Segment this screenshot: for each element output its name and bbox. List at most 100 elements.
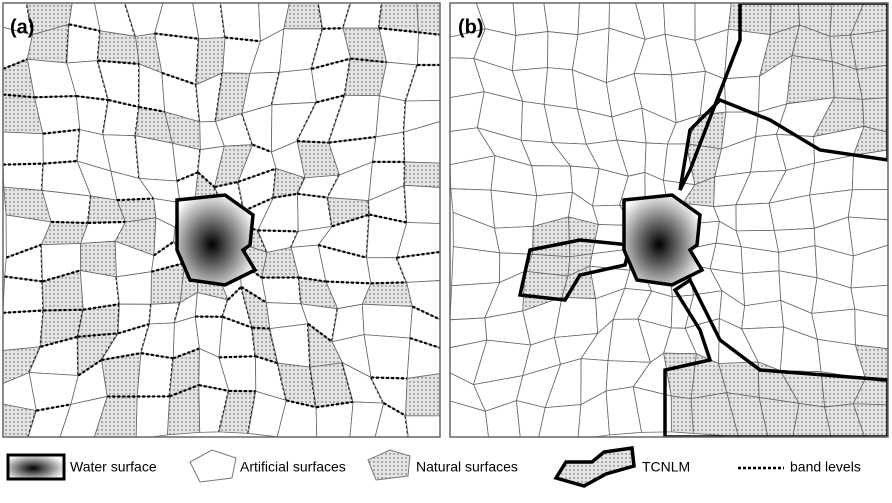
artificial-cell bbox=[847, 216, 888, 257]
band-level bbox=[311, 57, 351, 71]
legend: Water surface Artificial surfaces Natura… bbox=[6, 446, 861, 488]
artificial-cell bbox=[709, 242, 744, 274]
natural-cell bbox=[726, 392, 769, 437]
natural-cell bbox=[849, 3, 888, 36]
band-level bbox=[315, 400, 354, 409]
band-level bbox=[154, 32, 199, 40]
legend-natural-swatch bbox=[367, 449, 411, 481]
legend-label: band levels bbox=[790, 459, 861, 475]
artificial-cell bbox=[406, 280, 440, 320]
artificial-cell bbox=[363, 334, 411, 379]
band-level bbox=[42, 128, 80, 135]
artificial-cell bbox=[59, 395, 108, 437]
artificial-cell bbox=[742, 270, 782, 307]
band-level bbox=[297, 140, 329, 144]
band-level bbox=[325, 280, 371, 285]
band-level bbox=[273, 192, 298, 199]
band-level bbox=[51, 220, 89, 225]
band-level bbox=[331, 213, 370, 228]
band-level bbox=[42, 269, 81, 283]
band-level bbox=[257, 229, 299, 233]
natural-cell bbox=[416, 3, 440, 36]
natural-cell bbox=[856, 64, 888, 100]
band-level bbox=[255, 355, 279, 365]
artificial-cell bbox=[850, 284, 888, 317]
artificial-cell bbox=[406, 337, 440, 379]
band-level bbox=[88, 220, 126, 225]
band-level bbox=[418, 31, 440, 36]
legend-label: Artificial surfaces bbox=[240, 459, 346, 475]
artificial-cell bbox=[136, 352, 174, 397]
artificial-cell bbox=[404, 184, 440, 224]
artificial-cell bbox=[271, 68, 317, 106]
legend-tcnlm-swatch bbox=[553, 446, 636, 488]
artificial-cell bbox=[451, 246, 501, 287]
band-level bbox=[161, 71, 197, 86]
band-level bbox=[237, 167, 277, 183]
panel-b-mesh bbox=[450, 3, 888, 437]
natural-cell bbox=[727, 3, 772, 36]
natural-cell bbox=[405, 373, 440, 417]
artificial-cell bbox=[315, 401, 354, 437]
band-level bbox=[218, 355, 256, 359]
band-level bbox=[116, 197, 154, 202]
artificial-cell bbox=[515, 400, 546, 437]
tcnlm-outline bbox=[678, 3, 888, 191]
natural-cell bbox=[852, 403, 888, 437]
band-level bbox=[5, 243, 42, 259]
band-level bbox=[286, 399, 317, 409]
natural-cell bbox=[97, 30, 140, 65]
band-level bbox=[371, 376, 408, 380]
artificial-cell bbox=[416, 31, 440, 66]
artificial-cell bbox=[484, 400, 521, 437]
water-surface bbox=[622, 193, 705, 287]
artificial-cell bbox=[361, 303, 413, 339]
artificial-cell bbox=[261, 277, 302, 305]
band-level bbox=[83, 303, 120, 311]
legend-label: Natural surfaces bbox=[416, 459, 518, 475]
artificial-cell bbox=[27, 403, 72, 437]
natural-cell bbox=[94, 396, 138, 437]
band-level bbox=[252, 326, 270, 330]
panel-a-frame bbox=[2, 2, 441, 438]
band-level bbox=[197, 171, 216, 188]
band-level bbox=[3, 93, 35, 99]
artificial-cell bbox=[116, 271, 152, 305]
band-level bbox=[97, 59, 140, 66]
artificial-cell bbox=[3, 131, 44, 166]
band-level bbox=[369, 213, 407, 224]
band-level bbox=[68, 23, 101, 32]
artificial-cell bbox=[531, 165, 573, 197]
artificial-cell bbox=[663, 3, 696, 41]
natural-cell bbox=[854, 344, 888, 384]
band-level bbox=[153, 240, 175, 257]
natural-cell bbox=[3, 403, 37, 437]
artificial-cell bbox=[372, 131, 406, 163]
band-level bbox=[298, 276, 327, 283]
band-level bbox=[140, 352, 174, 360]
band-level bbox=[198, 383, 230, 392]
band-level bbox=[176, 171, 199, 183]
band-level bbox=[36, 403, 72, 412]
natural-cell bbox=[670, 395, 694, 434]
band-level bbox=[76, 94, 109, 102]
band-level bbox=[34, 94, 77, 99]
artificial-cell bbox=[403, 121, 440, 164]
band-level bbox=[317, 244, 367, 259]
band-level bbox=[222, 315, 253, 329]
artificial-cell bbox=[723, 75, 761, 113]
water-surface bbox=[175, 193, 258, 287]
legend-water-swatch bbox=[6, 453, 66, 481]
natural-cell bbox=[758, 396, 800, 437]
artificial-cell bbox=[349, 401, 385, 437]
band-level bbox=[3, 309, 44, 314]
tcnlm-outline bbox=[663, 277, 888, 437]
artificial-cell bbox=[512, 3, 549, 36]
artificial-cell bbox=[34, 95, 81, 135]
band-level bbox=[169, 384, 200, 398]
artificial-cell bbox=[79, 269, 120, 311]
artificial-cell bbox=[375, 95, 407, 138]
artificial-cell bbox=[490, 189, 538, 229]
panel-a-mesh bbox=[3, 3, 440, 437]
artificial-cell bbox=[220, 3, 261, 42]
